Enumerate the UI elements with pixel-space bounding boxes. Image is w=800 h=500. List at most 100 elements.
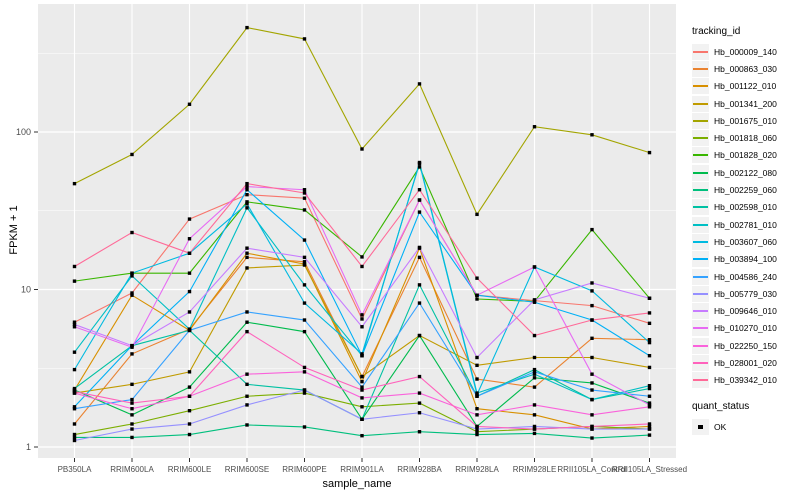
legend-key-swatch bbox=[692, 164, 709, 181]
data-point bbox=[590, 424, 594, 429]
data-point bbox=[475, 355, 479, 360]
data-point bbox=[647, 424, 652, 429]
data-point bbox=[475, 432, 479, 437]
data-point bbox=[302, 255, 307, 260]
data-point bbox=[647, 394, 652, 398]
legend-item-label: Hb_009646_010 bbox=[714, 306, 777, 317]
legend-item-label: Hb_001818_060 bbox=[714, 133, 777, 144]
legend-item-label: Hb_002122_080 bbox=[714, 167, 777, 178]
data-point bbox=[590, 355, 594, 360]
data-point bbox=[417, 161, 422, 166]
legend-item-Hb_003607_060: Hb_003607_060 bbox=[692, 233, 798, 250]
data-point bbox=[72, 322, 77, 327]
data-point bbox=[245, 423, 249, 427]
data-point bbox=[590, 436, 594, 440]
data-point bbox=[302, 388, 307, 392]
data-point bbox=[302, 425, 307, 429]
legend-item-Hb_001828_020: Hb_001828_020 bbox=[692, 147, 798, 164]
legend-item-Hb_004586_240: Hb_004586_240 bbox=[692, 268, 798, 285]
legend-item-Hb_001341_200: Hb_001341_200 bbox=[692, 95, 798, 112]
legend-key-line bbox=[693, 154, 708, 157]
x-tick-label: RRIM928LA bbox=[455, 465, 499, 474]
data-point bbox=[302, 365, 307, 370]
data-point bbox=[475, 407, 479, 411]
legend-item-label: Hb_003894_100 bbox=[714, 254, 777, 265]
legend-key-swatch bbox=[692, 95, 709, 112]
legend-item-label: Hb_001122_010 bbox=[714, 81, 777, 92]
legend-key-swatch bbox=[692, 418, 709, 435]
data-point bbox=[647, 321, 652, 326]
legend-item-label: Hb_005779_030 bbox=[714, 288, 777, 299]
data-point bbox=[302, 329, 307, 334]
x-tick-label: RRII105LA_Control bbox=[557, 465, 627, 474]
legend-key-swatch bbox=[692, 233, 709, 250]
legend-key-line bbox=[693, 275, 708, 278]
data-point bbox=[417, 188, 422, 192]
data-point bbox=[590, 427, 594, 431]
data-point bbox=[360, 417, 364, 421]
data-point bbox=[130, 293, 134, 297]
data-point bbox=[475, 297, 479, 301]
data-point bbox=[245, 320, 249, 324]
data-point bbox=[187, 422, 192, 426]
legend-item-Hb_001675_010: Hb_001675_010 bbox=[692, 112, 798, 129]
data-point bbox=[245, 200, 249, 204]
data-point bbox=[245, 246, 249, 250]
legend-key-line bbox=[693, 223, 708, 226]
data-point bbox=[647, 422, 652, 426]
legend-item-label: Hb_001675_010 bbox=[714, 115, 777, 126]
data-point bbox=[72, 325, 77, 329]
data-point bbox=[647, 433, 652, 437]
data-point bbox=[245, 206, 249, 210]
data-point bbox=[475, 377, 479, 381]
data-point bbox=[417, 401, 422, 405]
data-point bbox=[532, 427, 537, 431]
legend-title-quant-status: quant_status bbox=[692, 400, 750, 412]
legend-item-Hb_002122_080: Hb_002122_080 bbox=[692, 164, 798, 181]
data-point bbox=[72, 438, 77, 443]
data-point bbox=[245, 192, 249, 197]
data-point bbox=[72, 181, 77, 186]
data-point bbox=[590, 397, 594, 402]
data-point bbox=[187, 432, 192, 437]
data-point bbox=[417, 198, 422, 202]
legend-key-swatch bbox=[692, 268, 709, 285]
data-point bbox=[532, 355, 537, 360]
data-point bbox=[417, 391, 422, 395]
legend-key-line bbox=[693, 67, 708, 70]
legend-item-Hb_002259_060: Hb_002259_060 bbox=[692, 181, 798, 199]
data-point bbox=[417, 374, 422, 379]
data-point bbox=[187, 409, 192, 413]
data-point bbox=[187, 271, 192, 275]
data-point bbox=[245, 372, 249, 376]
x-tick-label: RRIM928BA bbox=[397, 465, 442, 474]
x-tick-label: RRIM600LE bbox=[168, 465, 212, 474]
legend-key-line bbox=[693, 50, 708, 53]
legend-key-swatch bbox=[692, 147, 709, 164]
legend-item-label: Hb_002781_010 bbox=[714, 219, 777, 230]
legend: tracking_id Hb_000009_140 Hb_000863_030 Hb… bbox=[692, 26, 798, 447]
data-point bbox=[590, 413, 594, 417]
legend-key-swatch bbox=[692, 303, 709, 320]
legend-item-Hb_001122_010: Hb_001122_010 bbox=[692, 78, 798, 95]
legend-item-label: Hb_010270_010 bbox=[714, 323, 777, 334]
data-point bbox=[72, 320, 77, 324]
data-point bbox=[417, 333, 422, 338]
data-point bbox=[417, 283, 422, 287]
data-point bbox=[360, 325, 364, 329]
x-tick-label: RRII105LA_Stressed bbox=[612, 465, 687, 474]
data-point bbox=[187, 328, 192, 333]
legend-key-line bbox=[693, 119, 708, 122]
legend-key-swatch bbox=[692, 112, 709, 129]
data-point bbox=[130, 435, 134, 440]
legend-key-swatch bbox=[692, 60, 709, 77]
legend-key-swatch bbox=[692, 216, 709, 233]
data-point bbox=[532, 367, 537, 372]
data-point bbox=[647, 340, 652, 345]
data-point bbox=[302, 301, 307, 305]
data-point bbox=[475, 413, 479, 417]
legend-key-line bbox=[693, 292, 708, 295]
data-point bbox=[302, 260, 307, 264]
data-point bbox=[360, 317, 364, 321]
data-point bbox=[647, 296, 652, 300]
